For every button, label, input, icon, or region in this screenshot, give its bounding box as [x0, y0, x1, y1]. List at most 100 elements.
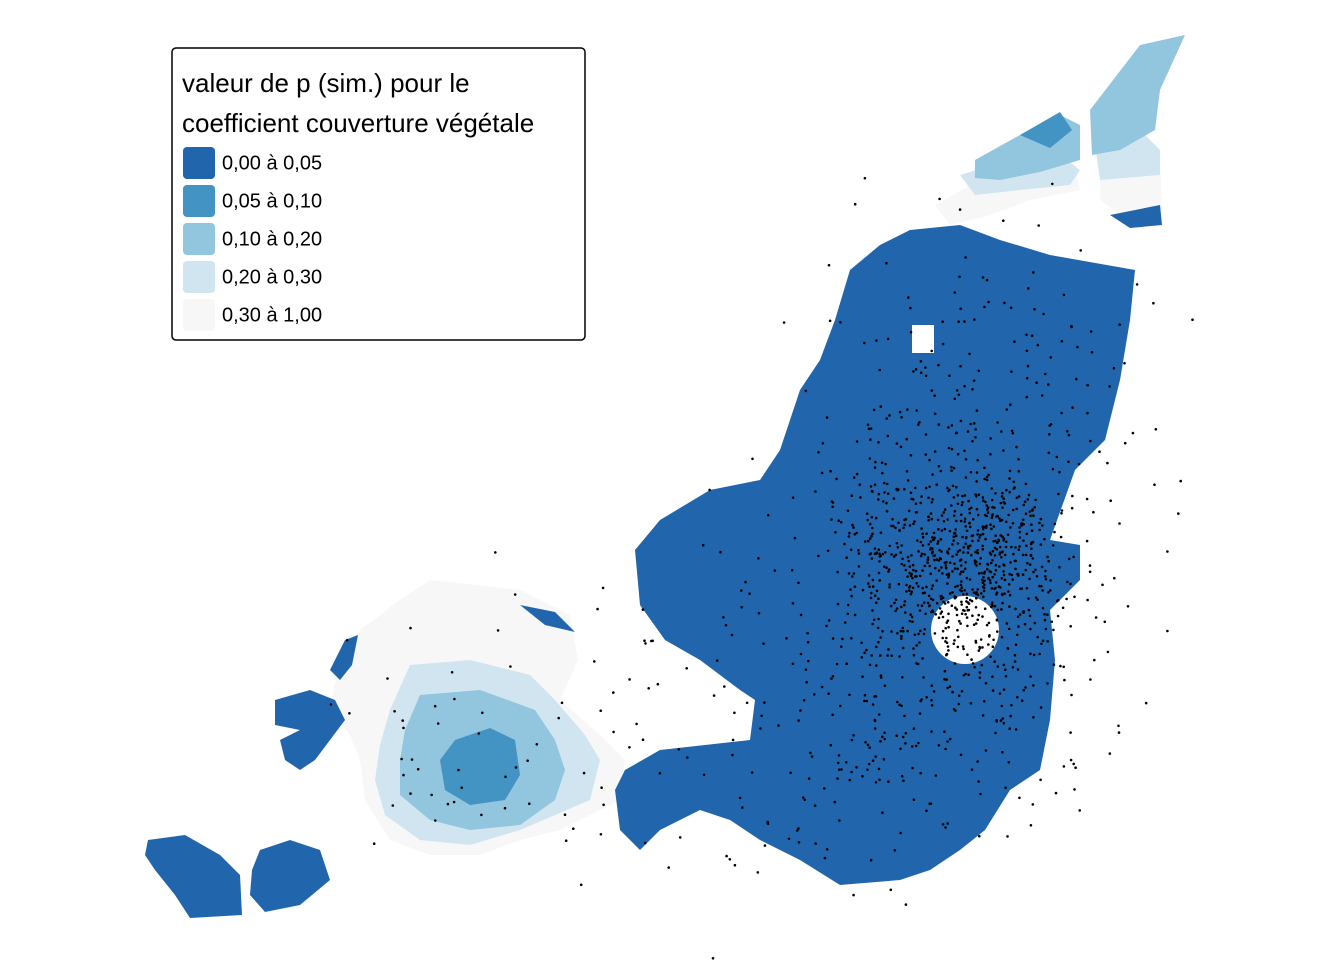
point [1058, 470, 1061, 474]
point [899, 551, 902, 554]
point [850, 494, 854, 498]
point [1024, 568, 1028, 572]
point [740, 589, 743, 592]
point [971, 388, 974, 391]
point [1118, 522, 1121, 525]
point [848, 531, 851, 535]
point [848, 778, 852, 782]
point [731, 753, 734, 757]
point [849, 588, 852, 591]
point [1033, 621, 1037, 625]
point [1073, 788, 1076, 791]
point [910, 590, 913, 593]
hole [912, 325, 934, 353]
point [836, 761, 840, 765]
point [998, 545, 1002, 549]
point [959, 364, 962, 368]
point [348, 712, 351, 715]
point [910, 497, 913, 501]
point [899, 831, 902, 835]
point [817, 554, 820, 558]
point [1014, 567, 1017, 571]
point [998, 692, 1002, 695]
point [838, 819, 841, 822]
point [955, 519, 958, 523]
point [813, 804, 817, 807]
point [951, 484, 955, 488]
point [960, 600, 963, 604]
point [434, 819, 437, 822]
point [899, 747, 902, 751]
point [976, 760, 979, 763]
point [986, 511, 990, 514]
point [930, 501, 934, 504]
point [993, 546, 997, 550]
point [667, 866, 670, 869]
point [882, 758, 886, 761]
point [984, 537, 987, 541]
point [1058, 566, 1061, 569]
point [974, 641, 978, 644]
point [947, 574, 951, 577]
point [903, 518, 906, 522]
point [975, 480, 978, 483]
point [970, 553, 973, 557]
point [1112, 366, 1116, 370]
point [900, 415, 903, 419]
point [931, 473, 934, 476]
point [855, 440, 859, 443]
point [885, 261, 888, 265]
point [988, 570, 991, 573]
point [974, 622, 978, 625]
point [1086, 598, 1089, 602]
point [1028, 577, 1031, 581]
point [954, 585, 957, 589]
point [937, 540, 940, 543]
point [857, 552, 861, 555]
point [966, 624, 969, 628]
point [1002, 573, 1006, 577]
point [939, 597, 943, 601]
point [791, 602, 795, 605]
point [1000, 608, 1003, 611]
point [596, 607, 599, 611]
point [950, 447, 954, 451]
point [927, 542, 931, 546]
point [1077, 462, 1081, 466]
point [898, 528, 901, 532]
point [956, 550, 960, 553]
point [1024, 512, 1028, 515]
point [831, 505, 834, 509]
point [947, 612, 950, 616]
point [956, 584, 959, 588]
point [961, 494, 964, 498]
point [918, 712, 922, 715]
point [864, 740, 867, 744]
point [964, 476, 968, 479]
point [919, 371, 923, 375]
point [963, 589, 966, 592]
region [250, 840, 330, 912]
point [804, 389, 808, 393]
point [995, 719, 998, 722]
point [829, 469, 832, 473]
legend-title: valeur de p (sim.) pour le [182, 68, 470, 98]
point [895, 734, 898, 737]
point [839, 520, 843, 524]
point [964, 612, 967, 616]
legend-label: 0,10 à 0,20 [222, 228, 322, 250]
point [940, 529, 944, 532]
point [898, 703, 901, 707]
point [947, 446, 951, 450]
point [840, 645, 843, 648]
point [889, 888, 893, 892]
point [1041, 589, 1044, 592]
point [952, 466, 956, 470]
point [919, 540, 923, 544]
point [827, 619, 831, 622]
point [869, 596, 873, 600]
region [440, 728, 520, 805]
point [904, 568, 908, 572]
point [874, 552, 878, 555]
